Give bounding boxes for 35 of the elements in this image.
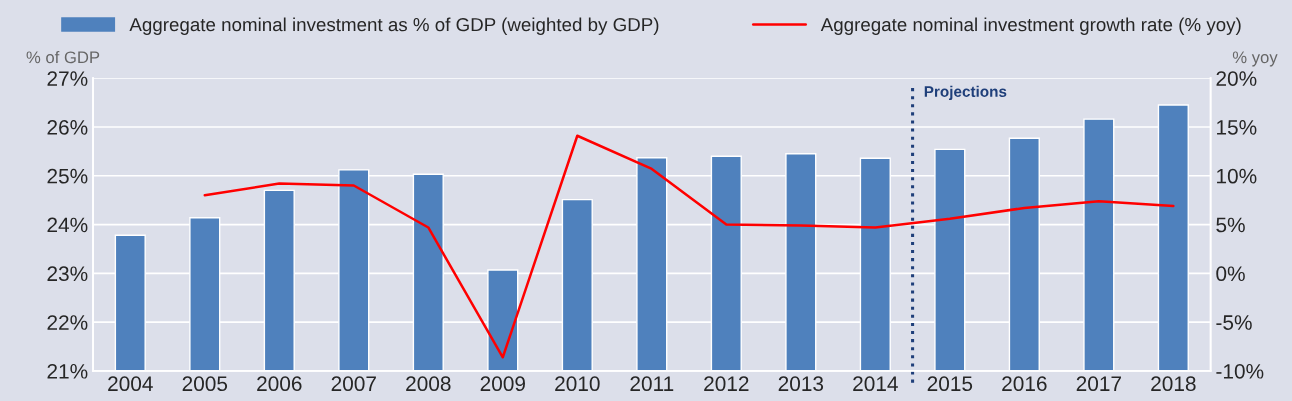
y2-tick-label: -10% (1216, 363, 1264, 379)
legend-label: Aggregate nominal investment growth rate (% yoy) (820, 17, 1241, 35)
x-tick-label: 2011 (630, 376, 674, 392)
y2-tick-label: 10% (1217, 168, 1257, 184)
y-tick-label: 22% (47, 315, 88, 330)
x-tick-label: 2007 (331, 376, 376, 392)
x-tick-label: 2013 (778, 376, 824, 392)
y2-tick-label: 0% (1216, 266, 1245, 282)
x-tick-label: 2012 (704, 376, 749, 392)
y-tick-label: 23% (47, 266, 88, 282)
y-axis-title: % of GDP (26, 50, 100, 64)
x-tick-label: 2018 (1151, 376, 1196, 392)
x-tick-label: 2016 (1002, 376, 1047, 392)
y2-tick-label: -5% (1216, 315, 1252, 330)
line-series (203, 134, 1175, 359)
y-tick-label: 25% (47, 168, 88, 184)
x-tick-label: 2017 (1076, 376, 1121, 392)
x-tick-label: 2004 (108, 376, 153, 392)
x-tick-label: 2010 (555, 376, 600, 392)
legend-label: Aggregate nominal investment as % of GDP (weighted by GDP) (129, 17, 659, 35)
y2-axis-title: % yoy (1232, 51, 1278, 67)
x-tick-label: 2009 (480, 376, 525, 392)
y-tick-label: 21% (47, 363, 88, 379)
x-tick-label: 2006 (257, 376, 302, 392)
y-tick-label: 26% (47, 119, 88, 135)
y2-tick-label: 20% (1216, 71, 1257, 86)
ref-line-label: Projections (924, 85, 1007, 100)
y2-tick-label: 15% (1217, 120, 1257, 135)
x-tick-label: 2015 (927, 376, 973, 392)
x-tick-label: 2014 (853, 376, 898, 392)
y2-tick-label: 5% (1216, 217, 1245, 233)
y-tick-label: 27% (47, 71, 88, 86)
x-tick-label: 2005 (182, 376, 228, 392)
y-tick-label: 24% (47, 217, 88, 233)
x-tick-label: 2008 (406, 376, 451, 392)
